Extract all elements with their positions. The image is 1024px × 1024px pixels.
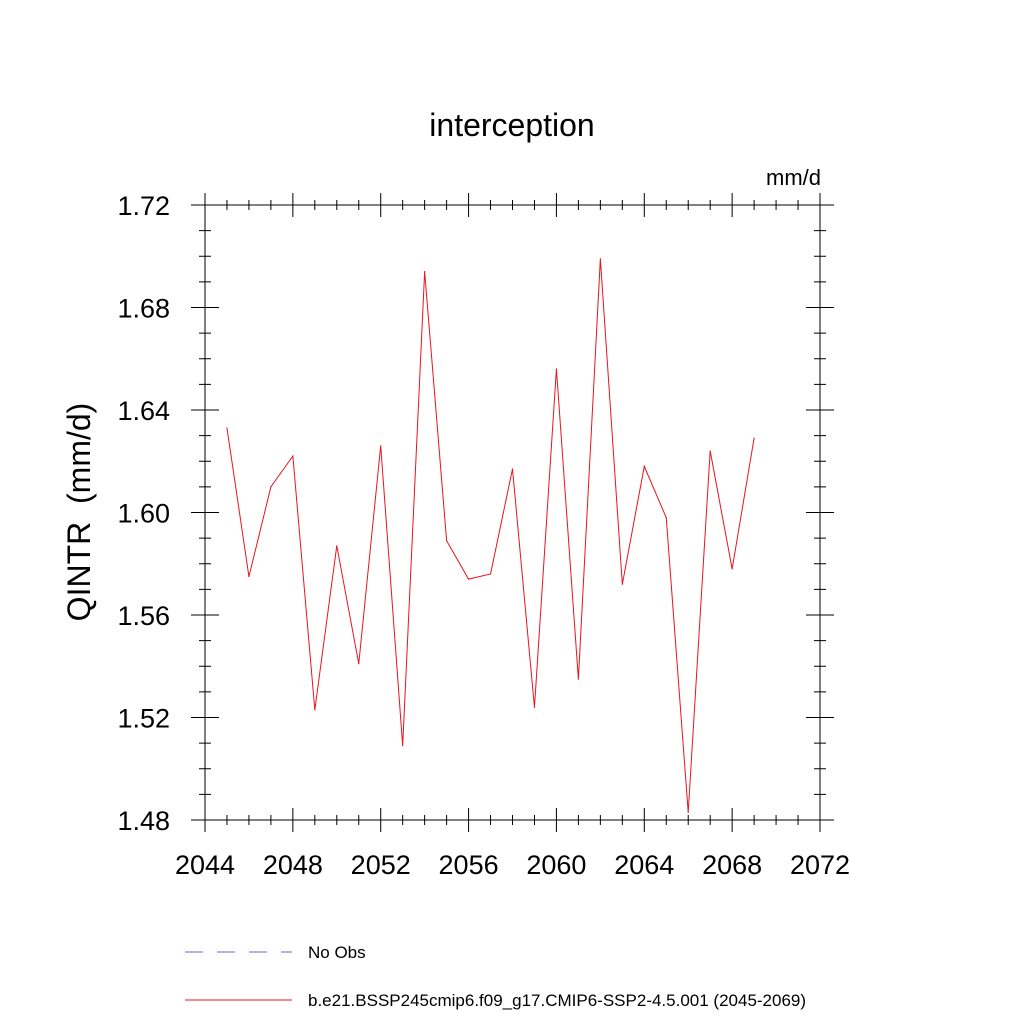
data-point [555,368,558,370]
data-point [533,706,536,708]
y-axis-label: QINTR (mm/d) [61,403,97,622]
x-tick-label: 2052 [351,850,411,880]
x-tick-label: 2048 [263,850,323,880]
y-tick-label: 1.56 [117,601,170,631]
x-tick-label: 2064 [614,850,674,880]
data-point [599,258,601,260]
y-tick-label: 1.72 [117,191,170,221]
data-point [731,568,733,570]
y-tick-label: 1.52 [117,704,170,734]
legend-label: b.e21.BSSP245cmip6.f09_g17.CMIP6-SSP2-4.… [308,991,806,1010]
data-point [358,663,360,665]
data-point [270,486,272,488]
legend-label: No Obs [308,943,366,962]
data-point [292,455,294,457]
data-point [402,745,404,747]
series-line [226,258,755,813]
data-point [665,517,667,519]
x-tick-label: 2044 [175,850,235,880]
data-point [446,540,448,542]
data-point [511,468,514,470]
y-tick-label: 1.68 [117,294,170,324]
data-point [467,578,470,580]
x-tick-label: 2056 [439,850,499,880]
chart-title: interception [429,107,594,143]
data-point [248,575,250,578]
data-point [577,678,579,680]
data-point [336,545,338,547]
data-point [226,427,228,429]
y-tick-label: 1.48 [117,806,170,836]
x-tick-label: 2068 [702,850,762,880]
data-point [643,465,645,467]
units-label: mm/d [766,165,821,190]
data-point [489,573,492,575]
y-tick-label: 1.60 [117,499,170,529]
x-tick-label: 2072 [790,850,850,880]
data-point [709,450,711,452]
data-point [621,583,623,585]
data-point [753,437,755,439]
data-point [314,709,316,711]
data-point [687,811,689,813]
data-point [424,271,426,273]
x-tick-label: 2060 [526,850,586,880]
y-tick-label: 1.64 [117,396,170,426]
data-point [380,445,382,447]
